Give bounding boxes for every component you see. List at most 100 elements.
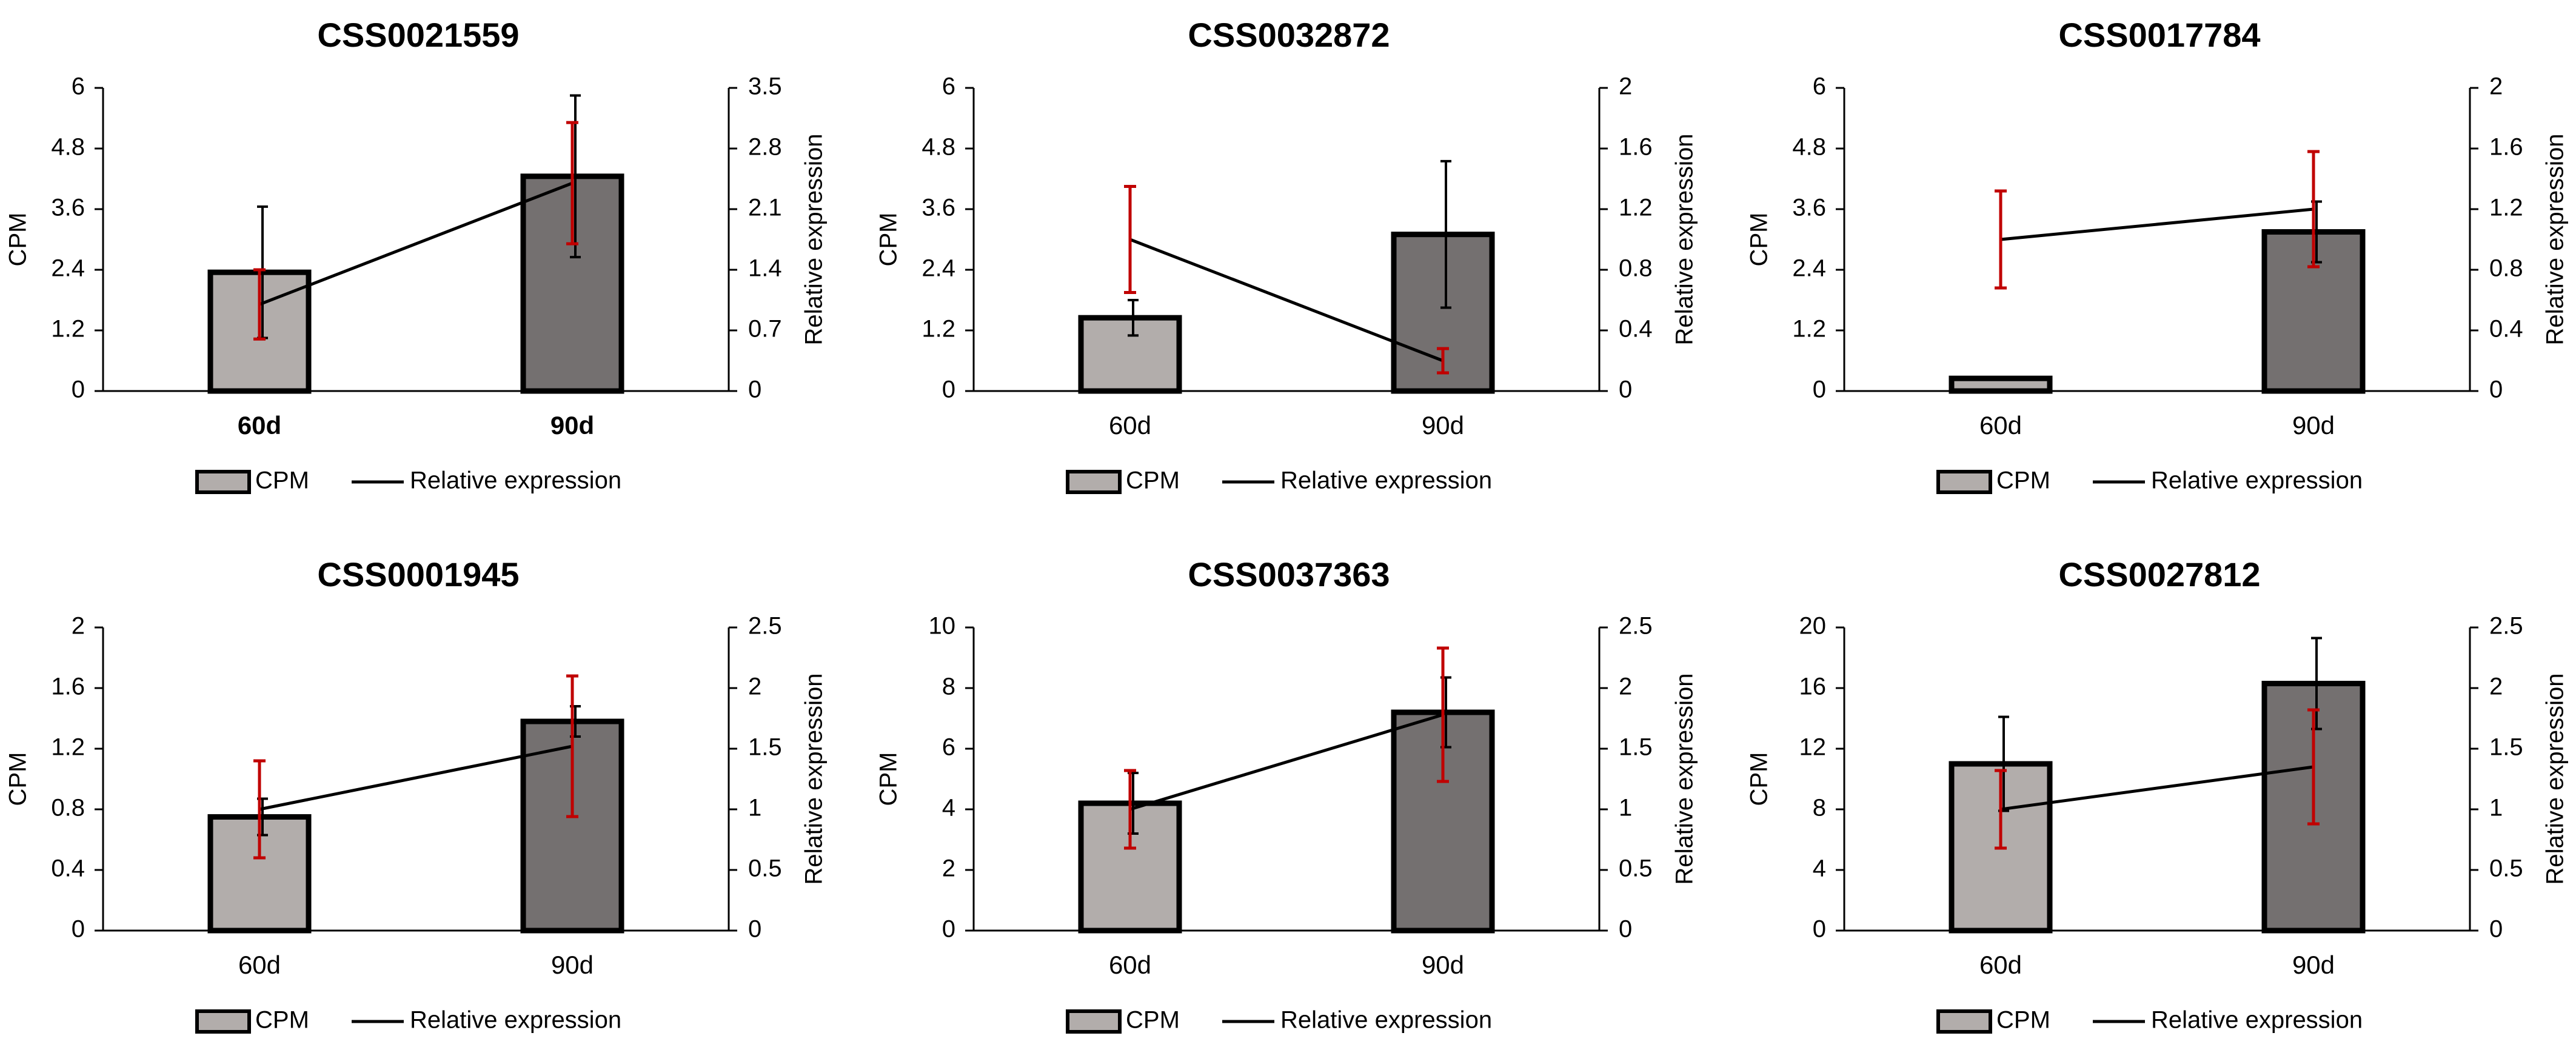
legend-cpm-swatch xyxy=(195,470,251,494)
legend: CPM Relative expression xyxy=(1936,1007,2363,1034)
right-tick-label: 2.5 xyxy=(2489,613,2523,640)
right-tick-label: 2 xyxy=(2489,73,2503,100)
left-tick-label: 4 xyxy=(1813,855,1826,882)
right-tick-label: 0 xyxy=(1619,376,1632,403)
left-tick-label: 1.2 xyxy=(51,316,85,343)
left-tick-label: 4.8 xyxy=(51,134,85,161)
left-tick-label: 8 xyxy=(942,674,955,700)
legend-rel-label: Relative expression xyxy=(1280,467,1492,494)
left-tick-label: 0 xyxy=(1813,916,1826,943)
left-tick-label: 1.6 xyxy=(51,674,85,700)
left-tick-label: 2.4 xyxy=(922,255,955,282)
right-tick-label: 0 xyxy=(1619,916,1632,943)
legend: CPM Relative expression xyxy=(1066,1007,1492,1034)
right-tick-label: 1 xyxy=(1619,795,1632,821)
relative-expression-line xyxy=(1129,713,1444,811)
left-tick-label: 0 xyxy=(72,916,85,943)
chart-title: CSS0037363 xyxy=(1188,555,1390,594)
right-tick-label: 2 xyxy=(1619,73,1632,100)
left-tick-label: 1.2 xyxy=(1792,316,1826,343)
left-tick-label: 0 xyxy=(72,376,85,403)
legend-cpm-label: CPM xyxy=(255,467,309,494)
right-tick-label: 0.8 xyxy=(2489,255,2523,282)
x-category-label: 60d xyxy=(1979,951,2022,979)
right-tick-label: 1.6 xyxy=(1619,134,1653,161)
right-tick-label: 1.6 xyxy=(2489,134,2523,161)
chart-panel-6: CSS0027812 0 4 8 12 16 20 0 0.5 1 1.5 2 2.5 CPM Relati… xyxy=(1746,555,2569,1034)
left-tick-label: 3.6 xyxy=(51,195,85,221)
legend-cpm-label: CPM xyxy=(1126,467,1180,494)
chart-panel-4: CSS0001945 0 0.4 0.8 1.2 1.6 2 0 0.5 1 1.5 2 2.5 CPM R… xyxy=(5,555,828,1034)
relative-expression-line xyxy=(259,181,573,306)
right-tick-label: 2.5 xyxy=(748,613,782,640)
chart-panel-2: CSS0032872 0 1.2 2.4 3.6 4.8 6 0 0.4 0.8 1.2 1.6 2 CP… xyxy=(875,16,1698,494)
right-tick-label: 0.7 xyxy=(748,316,782,343)
cpm-bar-60d xyxy=(1078,315,1182,394)
legend-cpm-label: CPM xyxy=(1996,1007,2050,1034)
right-tick-label: 1.2 xyxy=(2489,195,2523,221)
left-tick-label: 1.2 xyxy=(51,734,85,761)
legend: CPM Relative expression xyxy=(195,467,621,494)
right-tick-label: 2.8 xyxy=(748,134,782,161)
x-category-label: 60d xyxy=(238,951,281,979)
left-tick-label: 6 xyxy=(942,734,955,761)
y-axis-title: CPM xyxy=(5,213,32,267)
legend-cpm-swatch xyxy=(1066,1009,1122,1034)
legend: CPM Relative expression xyxy=(1936,467,2363,494)
right-tick-label: 0.8 xyxy=(1619,255,1653,282)
left-tick-label: 10 xyxy=(929,613,956,640)
x-category-label: 90d xyxy=(1422,951,1464,979)
left-tick-label: 3.6 xyxy=(1792,195,1826,221)
left-tick-label: 12 xyxy=(1799,734,1827,761)
left-tick-label: 0.4 xyxy=(51,855,85,882)
chart-title: CSS0001945 xyxy=(317,555,519,594)
right-tick-label: 2 xyxy=(1619,674,1632,700)
left-tick-label: 2 xyxy=(72,613,85,640)
right-tick-label: 0.5 xyxy=(1619,855,1653,882)
y2-axis-title: Relative expression xyxy=(2542,133,2569,345)
x-category-label: 90d xyxy=(2292,951,2335,979)
left-tick-label: 2.4 xyxy=(1792,255,1826,282)
legend-rel-label: Relative expression xyxy=(2151,1007,2363,1034)
chart-title: CSS0021559 xyxy=(317,16,519,54)
right-tick-label: 0 xyxy=(748,916,761,943)
right-tick-label: 1.5 xyxy=(1619,734,1653,761)
left-tick-label: 0 xyxy=(942,916,955,943)
x-category-label: 90d xyxy=(550,411,594,440)
legend: CPM Relative expression xyxy=(1066,467,1492,494)
y2-axis-title: Relative expression xyxy=(801,673,828,884)
legend-cpm-label: CPM xyxy=(255,1007,309,1034)
x-category-label: 90d xyxy=(551,951,594,979)
left-tick-label: 20 xyxy=(1799,613,1827,640)
relative-expression-line xyxy=(2000,207,2314,241)
y-axis-title: CPM xyxy=(1746,752,1773,806)
left-tick-label: 8 xyxy=(1813,795,1826,821)
x-category-label: 90d xyxy=(1422,411,1464,440)
y-axis-title: CPM xyxy=(875,213,902,267)
left-tick-label: 4.8 xyxy=(1792,134,1826,161)
right-tick-label: 3.5 xyxy=(748,73,782,100)
x-category-label: 60d xyxy=(1109,411,1151,440)
right-tick-label: 0 xyxy=(2489,916,2503,943)
right-tick-label: 2 xyxy=(2489,674,2503,700)
right-tick-label: 0.5 xyxy=(2489,855,2523,882)
chart-panel-5: CSS0037363 0 2 4 6 8 10 0 0.5 1 1.5 2 2.5 CPM Relative… xyxy=(875,555,1698,1034)
left-tick-label: 0 xyxy=(942,376,955,403)
x-category-label: 60d xyxy=(238,411,281,440)
chart-panel-3: CSS0017784 0 1.2 2.4 3.6 4.8 6 0 0.4 0.8 1.2 1.6 2 CP… xyxy=(1746,16,2569,494)
left-tick-label: 6 xyxy=(1813,73,1826,100)
legend: CPM Relative expression xyxy=(195,1007,621,1034)
y2-axis-title: Relative expression xyxy=(1671,673,1698,884)
legend-cpm-swatch xyxy=(1066,470,1122,494)
left-tick-label: 1.2 xyxy=(922,316,955,343)
relative-expression-line xyxy=(2000,765,2314,811)
left-tick-label: 4.8 xyxy=(922,134,955,161)
relative-expression-line xyxy=(1129,238,1444,363)
right-tick-label: 1 xyxy=(2489,795,2503,821)
legend-cpm-swatch xyxy=(1936,1009,1992,1034)
left-tick-label: 0 xyxy=(1813,376,1826,403)
y2-axis-title: Relative expression xyxy=(2542,673,2569,884)
legend-cpm-swatch xyxy=(195,1009,251,1034)
left-tick-label: 3.6 xyxy=(922,195,955,221)
